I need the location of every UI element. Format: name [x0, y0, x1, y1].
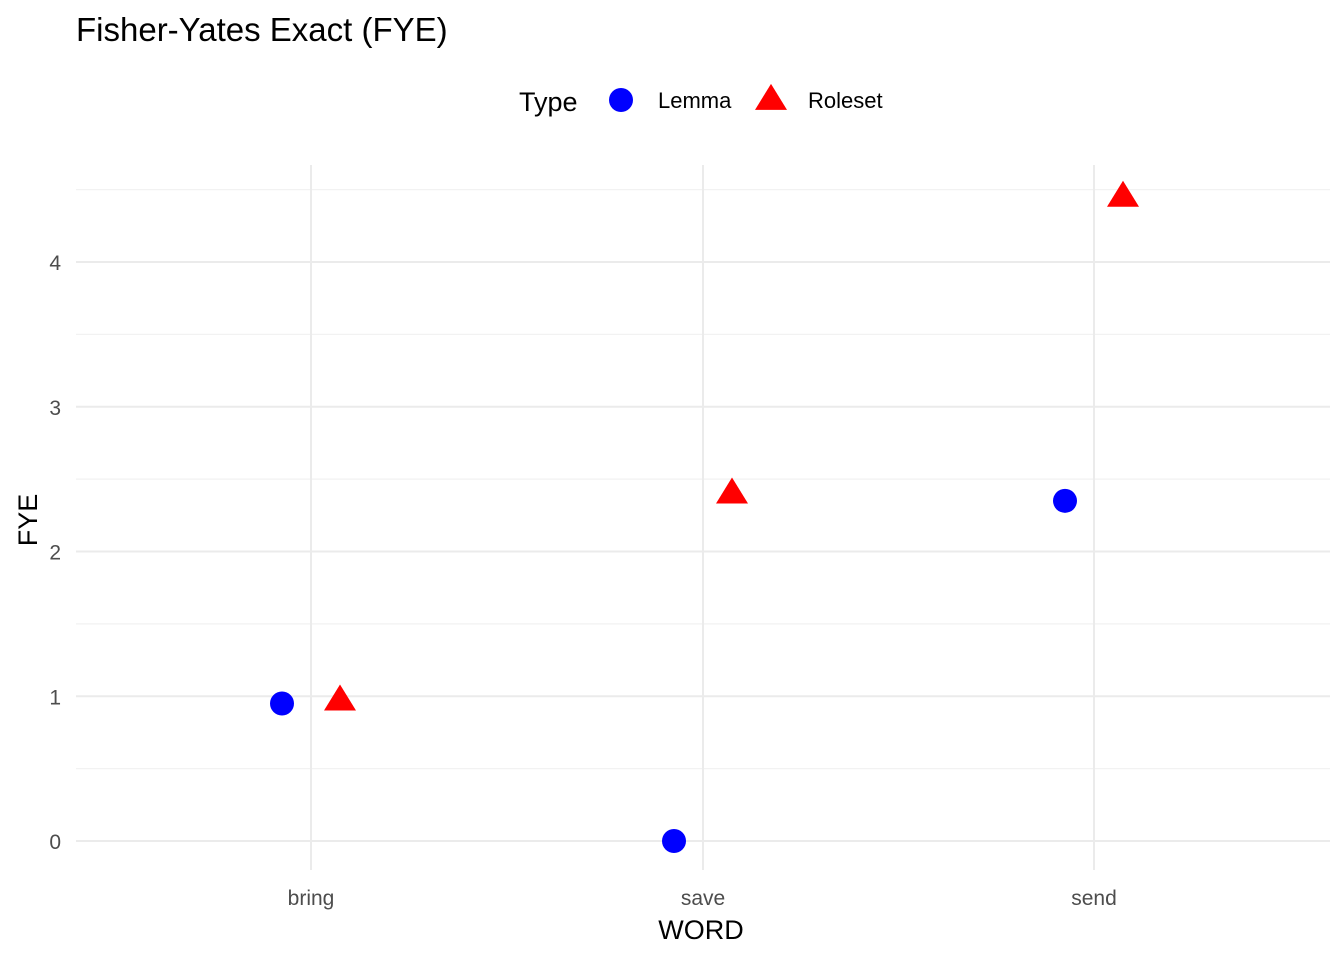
y-tick-label: 2: [49, 542, 61, 565]
y-tick-label: 4: [49, 252, 61, 275]
legend-key-triangle: [755, 83, 787, 110]
legend-item-lemma: Lemma: [609, 88, 732, 113]
data-point-lemma-bring: [270, 691, 294, 716]
chart-title: Fisher-Yates Exact (FYE): [76, 11, 448, 48]
x-axis-ticks: bring save send: [288, 887, 1117, 910]
data-point-roleset-save: [716, 477, 748, 504]
y-axis-ticks: 0 1 2 3 4: [49, 252, 61, 854]
data-point-roleset-bring: [324, 684, 356, 711]
y-axis-title: FYE: [13, 494, 43, 547]
legend: Type Lemma Roleset: [519, 83, 883, 117]
x-tick-label: save: [681, 887, 725, 910]
legend-item-roleset: Roleset: [755, 83, 883, 113]
data-point-lemma-save: [662, 829, 686, 853]
x-tick-label: bring: [288, 887, 335, 910]
y-tick-label: 3: [49, 397, 61, 420]
data-point-roleset-send: [1107, 180, 1139, 207]
legend-label: Roleset: [808, 88, 883, 113]
grid: [76, 165, 1330, 870]
x-tick-label: send: [1071, 887, 1117, 910]
y-tick-label: 1: [49, 686, 61, 709]
legend-key-circle: [609, 88, 633, 112]
legend-label: Lemma: [658, 88, 732, 113]
legend-title: Type: [519, 87, 578, 117]
y-tick-label: 0: [49, 831, 61, 854]
x-axis-title: WORD: [658, 915, 743, 945]
data-points: [270, 180, 1139, 853]
data-point-lemma-send: [1053, 488, 1077, 513]
